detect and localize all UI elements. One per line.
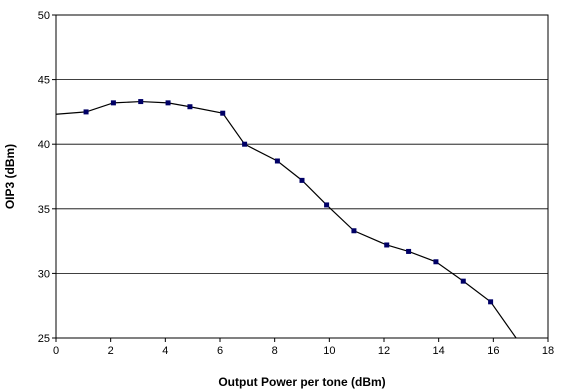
series-line: [56, 100, 517, 338]
data-point: [406, 248, 412, 254]
y-tick-label: 50: [38, 10, 50, 22]
data-point: [433, 259, 439, 265]
x-tick-label: 16: [487, 345, 499, 357]
series: [56, 99, 517, 338]
data-point: [460, 278, 466, 284]
data-point: [83, 109, 89, 115]
y-tick-label: 45: [38, 75, 50, 87]
data-point: [488, 299, 494, 305]
data-point: [187, 104, 193, 110]
data-point: [138, 99, 144, 105]
grid-lines: [56, 79, 548, 274]
x-tick-label: 10: [323, 345, 335, 357]
x-tick-label: 18: [542, 345, 554, 357]
x-tick-label: 2: [108, 345, 114, 357]
plot-area: [55, 14, 549, 339]
y-tick-label: 25: [38, 333, 50, 345]
x-tick-label: 4: [162, 345, 168, 357]
data-point: [165, 100, 171, 106]
x-tick-label: 8: [272, 345, 278, 357]
data-point: [242, 141, 248, 147]
x-axis-title: Output Power per tone (dBm): [218, 375, 385, 389]
y-tick-label: 30: [38, 268, 50, 280]
data-point: [351, 228, 357, 234]
data-point: [220, 110, 226, 116]
x-tick-label: 14: [433, 345, 445, 357]
y-axis-title: OIP3 (dBm): [3, 144, 17, 209]
data-point: [324, 202, 330, 208]
data-point: [110, 100, 116, 106]
y-tick-labels: 25 30 35 40 45 50: [38, 10, 50, 345]
y-tick-label: 35: [38, 204, 50, 216]
data-point: [299, 177, 305, 183]
data-point: [274, 158, 280, 164]
series-group: [56, 99, 517, 338]
x-tick-label: 6: [217, 345, 223, 357]
data-point: [384, 242, 390, 248]
x-tick-labels: 0 2 4 6 8 10 12 14 16 18: [53, 345, 554, 357]
y-tick-label: 40: [38, 139, 50, 151]
axes: [52, 14, 549, 342]
x-tick-label: 12: [378, 345, 390, 357]
x-tick-label: 0: [53, 345, 59, 357]
